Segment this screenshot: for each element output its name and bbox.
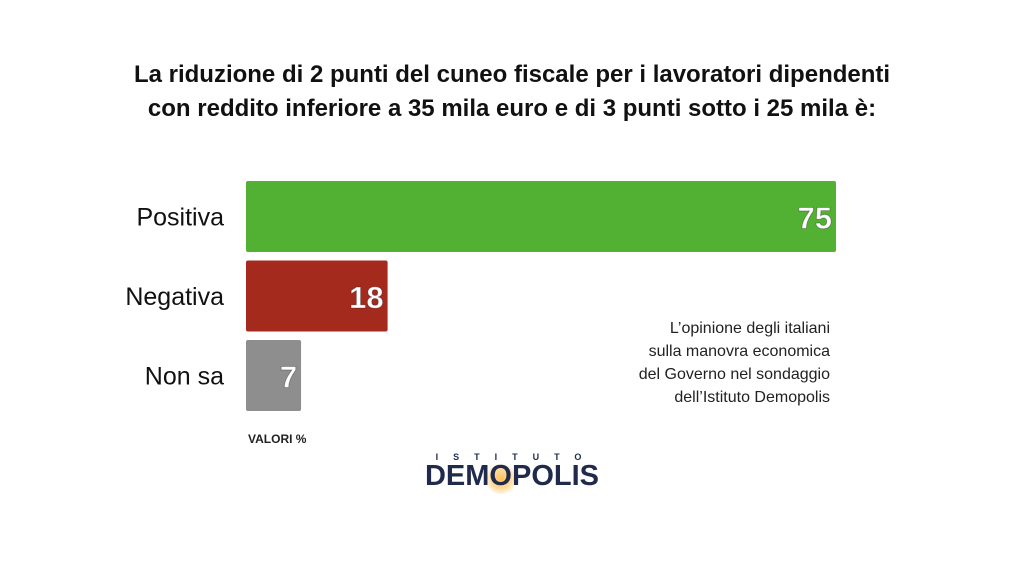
- chart-title-line-1: La riduzione di 2 punti del cuneo fiscal…: [133, 61, 891, 88]
- survey-note: L’opinione degli italiani sulla manovra …: [560, 317, 830, 409]
- survey-note-line-3: del Governo nel sondaggio: [638, 366, 830, 383]
- units-label: VALORI %: [248, 432, 307, 446]
- category-label: Positiva: [136, 204, 224, 232]
- bar-negativa: [246, 260, 388, 332]
- category-label: Non sa: [145, 363, 224, 391]
- data-label: 18: [349, 280, 383, 315]
- logo-glow: [484, 464, 518, 494]
- bar-non-sa: [246, 340, 302, 411]
- demopolis-logo: ISTITUTO DEMOPOLIS: [398, 452, 626, 496]
- logo-main-text: DEMOPOLIS: [424, 460, 599, 492]
- logo-small-text: ISTITUTO: [435, 452, 597, 462]
- chart-title: La riduzione di 2 punti del cuneo fiscal…: [60, 58, 964, 126]
- data-label: 75: [798, 201, 832, 236]
- chart-title-line-2: con reddito inferiore a 35 mila euro e d…: [147, 95, 877, 122]
- category-label: Negativa: [125, 283, 224, 311]
- data-label: 7: [280, 360, 297, 395]
- survey-note-line-2: sulla manovra economica: [648, 343, 830, 360]
- survey-note-line-4: dell’Istituto Demopolis: [674, 389, 830, 406]
- bar-positiva: [246, 181, 836, 252]
- survey-note-line-1: L’opinione degli italiani: [669, 320, 830, 337]
